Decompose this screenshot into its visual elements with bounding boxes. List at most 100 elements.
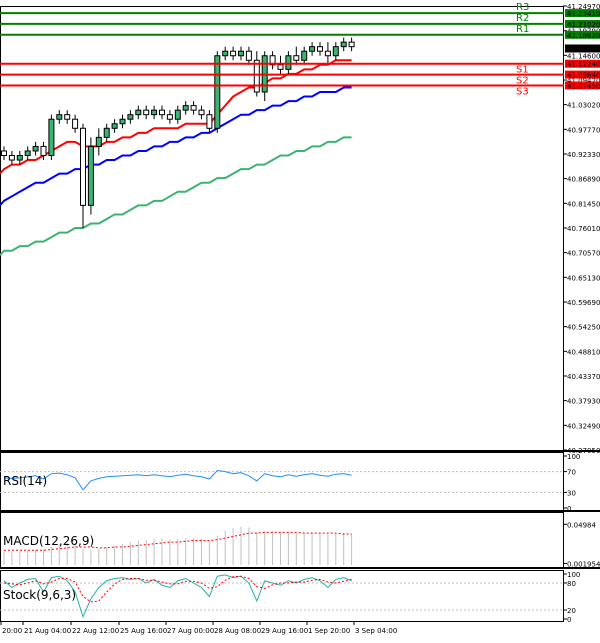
candle-body (87, 145, 94, 206)
candle (56, 110, 63, 124)
candle-body (80, 127, 86, 206)
candle (95, 128, 102, 156)
indicator-label: RSI(14) (3, 474, 47, 488)
rsi-line (3, 470, 352, 491)
level-price-badge: 41.09840 (567, 72, 600, 80)
price-tick-label: 40.32490 (567, 422, 600, 430)
candle (40, 141, 47, 161)
level-name-s1: S1 (516, 65, 529, 76)
level-price-badge-bg (565, 9, 600, 18)
candle-body (253, 59, 260, 93)
candle (222, 46, 229, 61)
panel-frame-rsi (0, 452, 564, 511)
candle-body (1, 150, 7, 156)
candle-body (16, 154, 23, 161)
price-tick-label: 40.65130 (567, 274, 600, 282)
candle-body (72, 118, 79, 129)
candle-body (159, 109, 165, 116)
candle-body (135, 109, 142, 116)
indicator-tick-label: 20 (567, 607, 576, 615)
panel-frame-stoch (0, 570, 564, 622)
candle-body (127, 114, 134, 120)
candle (159, 105, 165, 120)
candle-body (64, 114, 71, 120)
level-name-r2: R2 (516, 13, 529, 24)
candle-body (111, 123, 118, 129)
time-tick-label: 1 Sep 20:00 (308, 627, 350, 635)
indicator-label: MACD(12,26,9) (3, 534, 94, 548)
indicator-tick-label: 80 (567, 580, 576, 588)
candle-body (348, 41, 355, 48)
price-tick-label: 40.76010 (567, 225, 600, 233)
moving-average-line-1 (0, 86, 352, 207)
candle-body (24, 150, 31, 156)
price-tick-label: 40.97770 (567, 126, 600, 134)
candle-body (143, 109, 150, 116)
current-price-badge-bg (565, 44, 600, 53)
candle (182, 101, 189, 115)
time-tick-label: 21 Aug 04:00 (24, 627, 71, 635)
candle-body (285, 55, 292, 70)
time-tick-label: 28 Aug 08:00 (214, 627, 261, 635)
current-price-badge: 41.15600 (567, 45, 600, 53)
candle (230, 46, 237, 61)
candle (119, 114, 126, 129)
candle (198, 105, 205, 120)
candle (1, 146, 7, 161)
candle-body (182, 105, 189, 111)
price-tick-label: 40.48810 (567, 348, 600, 356)
level-price-badge: 41.07450 (567, 82, 600, 90)
price-tick-label: 40.92330 (567, 151, 600, 159)
level-name-s3: S3 (516, 86, 529, 97)
candle-body (151, 109, 158, 116)
candle (80, 123, 86, 229)
level-name-r3: R3 (516, 2, 529, 13)
candle (269, 51, 276, 70)
candle (111, 119, 118, 133)
candle (206, 110, 213, 133)
price-tick-label: 40.43370 (567, 373, 600, 381)
price-tick-label: 40.27050 (567, 447, 600, 455)
indicator-label: Stock(9,6,3) (3, 588, 76, 602)
candle (103, 123, 110, 142)
level-price-badge: 41.12240 (567, 61, 600, 69)
candle (87, 137, 94, 215)
candle (261, 51, 268, 102)
candle (72, 114, 79, 133)
candle-body (40, 145, 47, 156)
candle (277, 55, 284, 74)
level-price-badge: 41.21020 (567, 21, 600, 29)
candle (214, 51, 221, 133)
panel-separator-2 (0, 567, 600, 569)
indicator-tick-label: 0.04984 (567, 521, 596, 529)
candle-body (206, 114, 213, 129)
indicator-tick-label: 30 (567, 489, 576, 497)
level-price-badge-bg (565, 70, 600, 79)
candle-body (198, 109, 205, 116)
price-tick-label: 40.59690 (567, 299, 600, 307)
candle-body (166, 114, 173, 120)
candle-body (8, 154, 15, 161)
panel-separator-1 (0, 510, 600, 512)
candle-body (56, 114, 63, 120)
candle-body (317, 46, 323, 52)
indicator-tick-label: 100 (567, 453, 580, 461)
candle (293, 46, 300, 65)
candle (301, 46, 308, 65)
candle (238, 46, 244, 61)
candle-body (238, 50, 244, 57)
price-tick-label: 41.14600 (567, 52, 600, 60)
candle (24, 146, 31, 161)
price-tick-label: 40.70570 (567, 250, 600, 258)
candle-body (269, 55, 276, 66)
candle-body (324, 50, 331, 57)
candle (166, 110, 173, 124)
candle (340, 37, 347, 52)
panel-separator-0 (0, 450, 600, 452)
candle-body (222, 50, 229, 57)
candle (309, 42, 316, 56)
price-tick-label: 40.54250 (567, 324, 600, 332)
candle (32, 141, 39, 156)
candle (285, 51, 292, 74)
